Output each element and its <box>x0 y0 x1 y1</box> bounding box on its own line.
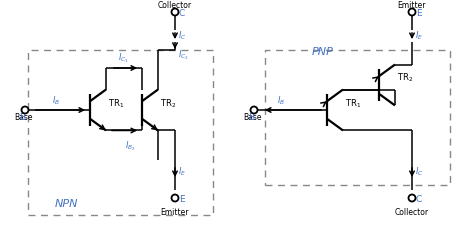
Text: TR$_1$: TR$_1$ <box>108 97 124 109</box>
Text: Collector: Collector <box>158 1 192 10</box>
Text: B: B <box>19 113 25 122</box>
Text: PNP: PNP <box>312 47 334 57</box>
Text: $I_E$: $I_E$ <box>178 166 186 178</box>
Bar <box>28 50 213 215</box>
Text: $I_C$: $I_C$ <box>178 30 187 42</box>
Text: $I_{C_1}$: $I_{C_1}$ <box>118 51 129 65</box>
Text: C: C <box>179 8 185 18</box>
Text: C: C <box>416 194 422 204</box>
Bar <box>265 50 450 185</box>
Text: $I_{C_2}$: $I_{C_2}$ <box>178 48 189 62</box>
Text: $I_C$: $I_C$ <box>415 166 424 178</box>
Text: NPN: NPN <box>55 199 79 209</box>
Text: Emitter: Emitter <box>161 208 189 217</box>
Text: $I_{B_2}$: $I_{B_2}$ <box>125 139 136 153</box>
Text: Emitter: Emitter <box>398 1 426 10</box>
Text: Base: Base <box>14 113 33 122</box>
Text: $I_E$: $I_E$ <box>415 30 423 42</box>
Text: E: E <box>416 8 422 18</box>
Text: B: B <box>248 113 254 122</box>
Text: $I_B$: $I_B$ <box>277 95 285 107</box>
Text: $I_B$: $I_B$ <box>52 95 60 107</box>
Text: TR$_2$: TR$_2$ <box>160 97 176 109</box>
Text: TR$_2$: TR$_2$ <box>397 72 413 84</box>
Text: TR$_1$: TR$_1$ <box>345 97 361 109</box>
Text: Collector: Collector <box>395 208 429 217</box>
Text: Base: Base <box>243 113 262 122</box>
Text: E: E <box>179 194 185 204</box>
